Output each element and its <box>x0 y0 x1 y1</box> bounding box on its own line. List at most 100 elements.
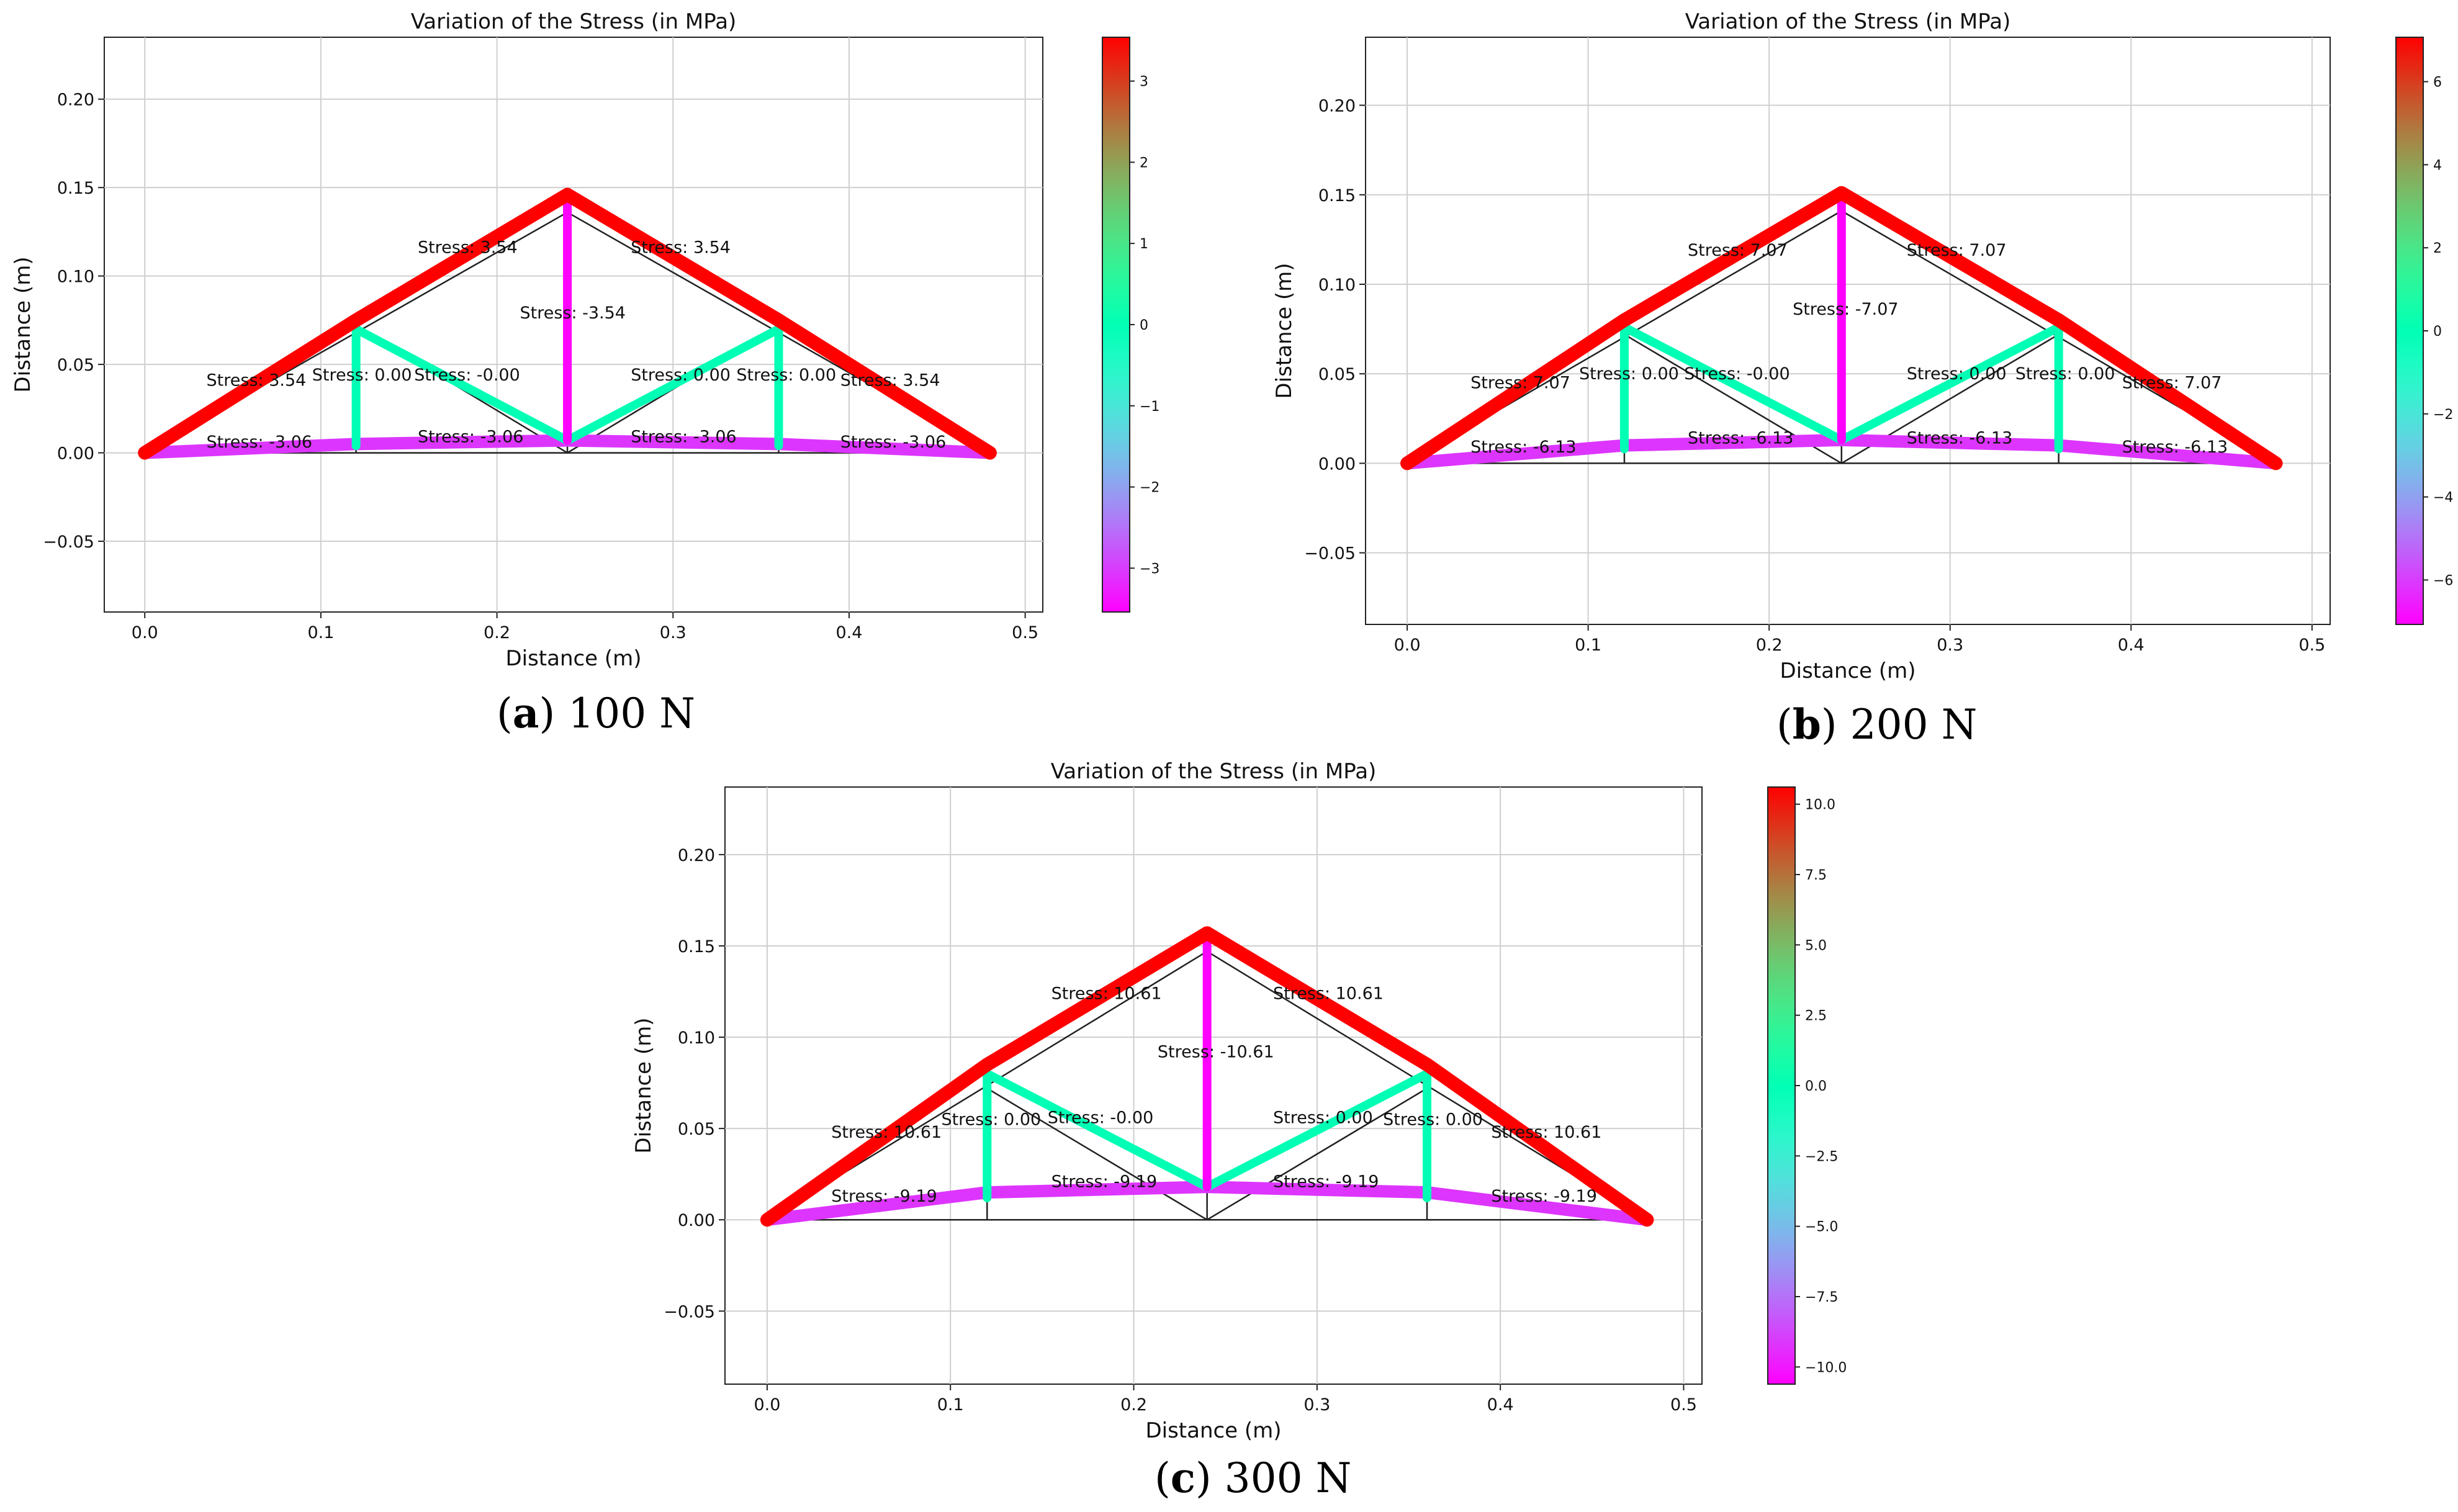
x-tick-label: 0.0 <box>132 623 158 642</box>
plot-area <box>1365 37 2331 625</box>
chart-title: Variation of the Stress (in MPa) <box>1685 9 2011 34</box>
x-axis-label: Distance (m) <box>505 646 641 671</box>
stress-label: Stress: 10.61 <box>1051 984 1162 1003</box>
x-tick-label: 0.4 <box>1487 1395 1514 1415</box>
stressed-member <box>349 187 575 327</box>
colorbar-tick-label: 0 <box>1140 318 1148 333</box>
stress-label: Stress: -10.61 <box>1158 1042 1274 1061</box>
truss-node <box>761 1214 773 1226</box>
x-axis-label: Distance (m) <box>1780 659 1916 683</box>
truss-group <box>1400 186 2283 470</box>
stressed-member <box>1200 1181 1434 1199</box>
stressed-member <box>772 313 997 460</box>
stress-label: Stress: -9.19 <box>831 1187 937 1206</box>
stress-label: Stress: 7.07 <box>1907 241 2007 260</box>
y-tick-label: 0.15 <box>678 937 715 956</box>
colorbar-tick-label: 2.5 <box>1805 1009 1827 1024</box>
x-tick-label: 0.0 <box>1394 636 1421 655</box>
stress-label: Stress: -3.06 <box>418 427 524 446</box>
stress-label: Stress: 0.00 <box>1907 364 2007 384</box>
stress-label: Stress: -6.13 <box>1470 438 1577 457</box>
stressed-member <box>560 187 786 327</box>
x-tick-label: 0.3 <box>660 623 687 642</box>
y-axis-label: Distance (m) <box>11 256 35 392</box>
x-tick-label: 0.2 <box>484 623 510 642</box>
y-tick-label: 0.00 <box>1318 454 1356 474</box>
x-tick-label: 0.2 <box>1756 636 1783 655</box>
colorbar-tick-label: −7.5 <box>1805 1290 1838 1305</box>
stress-label: Stress: 3.54 <box>631 238 731 258</box>
truss-node <box>773 314 785 326</box>
colorbar-tick-label: −3 <box>1140 561 1159 577</box>
y-axis-label: Distance (m) <box>631 1017 656 1153</box>
stress-label: Stress: -6.13 <box>2122 438 2228 457</box>
y-tick-label: −0.05 <box>43 533 94 552</box>
stressed-member <box>2052 439 2282 470</box>
x-tick-label: 0.1 <box>1575 636 1601 655</box>
undeformed-member <box>1207 1087 1428 1221</box>
truss-node <box>1201 927 1213 939</box>
stressed-member <box>1618 433 1848 452</box>
truss-node <box>562 189 574 200</box>
colorbar-tick-label: 5.0 <box>1805 938 1827 953</box>
caption-b: (b) 200 N <box>1776 700 1978 749</box>
y-tick-label: −0.05 <box>664 1302 715 1321</box>
stress-label: Stress: 3.54 <box>840 371 940 390</box>
stress-label: Stress: -3.06 <box>840 433 947 452</box>
y-tick-label: 0.05 <box>678 1120 715 1139</box>
stressed-member <box>351 325 572 445</box>
stress-label: Stress: 10.61 <box>831 1123 942 1142</box>
y-tick-label: 0.05 <box>1318 365 1356 384</box>
colorbar-tick-label: 6 <box>2433 75 2442 91</box>
stress-label: Stress: -0.00 <box>414 366 520 385</box>
truss-node <box>2053 314 2064 326</box>
y-tick-label: 0.10 <box>1318 276 1356 295</box>
stressed-member <box>138 438 362 459</box>
panel-c-300n: 0.0 0.1 0.2 0.3 0.4 0.5 −0.05 0.00 0.05 0.10 0.15 0… <box>631 759 1847 1443</box>
stressed-member <box>1421 1186 1654 1226</box>
colorbar-tick-label: −2 <box>2433 407 2453 423</box>
stress-label: Stress: 0.00 <box>631 366 731 385</box>
x-tick-label: 0.5 <box>1012 623 1038 642</box>
colorbar-tick-label: −4 <box>2433 490 2453 506</box>
stressed-member <box>981 1181 1213 1199</box>
stressed-member <box>760 1186 994 1226</box>
caption-b-load: 200 N <box>1850 701 1978 749</box>
plot-area <box>724 786 1703 1385</box>
stress-label: Stress: -3.54 <box>520 304 626 323</box>
colorbar-tick-label: 3 <box>1140 74 1148 90</box>
chart-title: Variation of the Stress (in MPa) <box>411 9 737 34</box>
colorbar-tick-label: 7.5 <box>1805 868 1827 883</box>
stress-label: Stress: -0.00 <box>1048 1108 1154 1127</box>
y-tick-label: 0.15 <box>57 179 94 198</box>
truss-group <box>760 926 1654 1227</box>
colorbar-tick-label: −1 <box>1140 399 1159 415</box>
x-tick-label: 0.1 <box>937 1395 964 1415</box>
stressed-member <box>1401 439 1631 470</box>
truss-node <box>1641 1214 1653 1226</box>
y-tick-label: 0.20 <box>678 846 715 865</box>
colorbar-tick-label: −10.0 <box>1805 1360 1847 1375</box>
caption-a-letter: a <box>512 689 539 737</box>
colorbar-tick-label: 4 <box>2433 158 2442 173</box>
y-tick-label: 0.00 <box>57 444 94 464</box>
chart-title: Variation of the Stress (in MPa) <box>1051 759 1377 784</box>
stress-label: Stress: -3.06 <box>631 427 737 446</box>
colorbar-tick-label: 2 <box>1140 155 1148 171</box>
stressed-member <box>1420 1058 1654 1227</box>
stressed-member <box>1619 323 1846 444</box>
y-tick-label: 0.10 <box>57 268 94 287</box>
colorbar-tick-label: 0.0 <box>1805 1079 1827 1094</box>
stress-label: Stress: -3.06 <box>207 433 313 452</box>
y-axis-label: Distance (m) <box>1272 263 1297 398</box>
stress-label: Stress: 0.00 <box>736 366 836 385</box>
stress-label: Stress: 0.00 <box>1273 1108 1373 1127</box>
x-tick-label: 0.4 <box>2118 636 2145 655</box>
x-tick-label: 0.3 <box>1303 1395 1330 1415</box>
stress-label: Stress: 7.07 <box>2122 373 2222 392</box>
truss-node <box>1618 314 1630 326</box>
stressed-member <box>1837 323 2063 444</box>
stress-label: Stress: -9.19 <box>1051 1172 1158 1191</box>
colorbar-tick-label: 0 <box>2433 324 2442 340</box>
